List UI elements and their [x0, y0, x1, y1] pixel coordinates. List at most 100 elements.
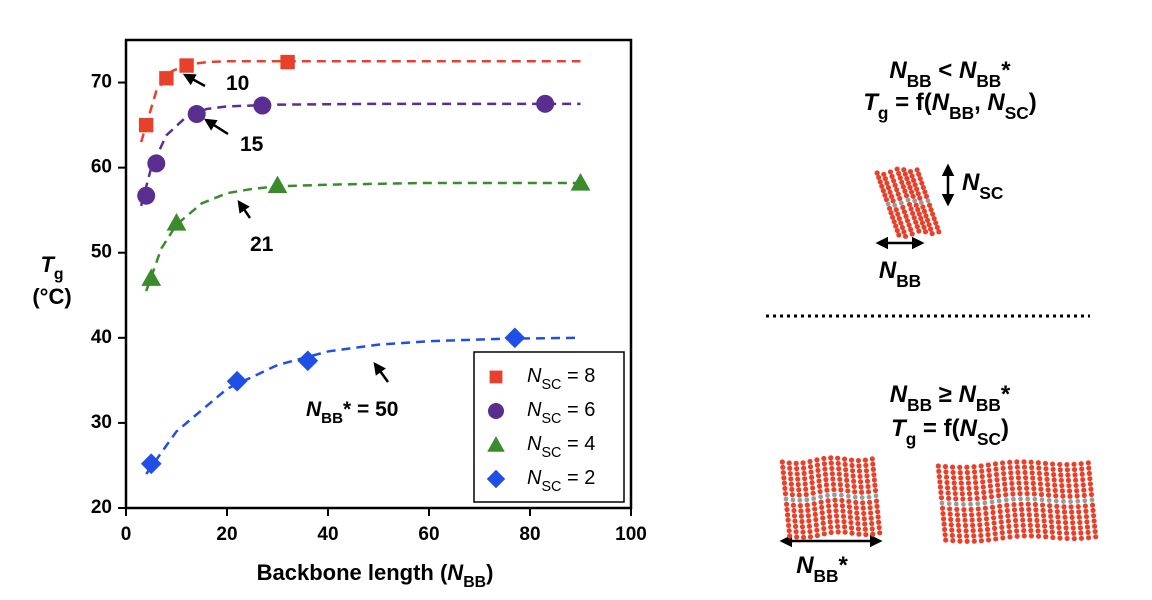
- x-axis-label: Backbone length (NBB): [257, 560, 494, 591]
- side-chain-bead: [1052, 482, 1058, 488]
- side-chain-bead: [818, 499, 824, 505]
- side-chain-bead: [912, 182, 918, 188]
- side-chain-bead: [835, 529, 841, 535]
- side-chain-bead: [904, 218, 911, 224]
- side-chain-bead: [860, 500, 866, 506]
- diagram-text: NBB < NBB*: [889, 57, 1011, 90]
- side-chain-bead: [980, 484, 986, 490]
- point: [297, 350, 319, 372]
- side-chain-bead: [783, 501, 790, 507]
- side-chain-bead: [1041, 518, 1047, 524]
- x-tick-label: 20: [216, 524, 237, 545]
- side-chain-bead: [883, 196, 890, 203]
- side-chain-bead: [830, 481, 837, 487]
- side-chain-bead: [839, 497, 845, 504]
- side-chain-bead: [931, 215, 937, 222]
- side-chain-bead: [1087, 481, 1094, 487]
- side-chain-bead: [928, 226, 934, 232]
- y-tick-label: 20: [91, 497, 112, 518]
- side-chain-bead: [1052, 487, 1058, 494]
- side-chain-bead: [879, 183, 885, 189]
- side-chain-bead: [1071, 530, 1077, 536]
- backbone-bead: [996, 498, 1002, 504]
- side-chain-bead: [1021, 533, 1027, 539]
- side-chain-bead: [1012, 512, 1018, 518]
- side-chain-bead: [1043, 534, 1049, 540]
- backbone-bead: [797, 497, 803, 503]
- side-chain-bead: [821, 531, 827, 537]
- side-chain-bead: [908, 189, 915, 195]
- side-chain-bead: [787, 465, 793, 471]
- side-chain-bead: [942, 464, 949, 470]
- point: [536, 94, 555, 113]
- point: [179, 58, 194, 73]
- side-chain-bead: [1050, 534, 1056, 541]
- side-chain-bead: [935, 463, 941, 469]
- side-chain-bead: [827, 519, 833, 525]
- side-chain-bead: [948, 516, 954, 523]
- side-chain-bead: [1055, 519, 1061, 525]
- side-chain-bead: [1045, 487, 1051, 493]
- side-chain-bead: [973, 485, 979, 491]
- side-chain-bead: [828, 455, 834, 461]
- backbone-bead: [918, 200, 924, 205]
- side-chain-bead: [1047, 508, 1053, 514]
- side-chain-bead: [792, 518, 798, 524]
- side-chain-bead: [828, 524, 834, 530]
- side-chain-bead: [825, 503, 832, 509]
- side-chain-bead: [813, 517, 819, 523]
- side-chain-bead: [809, 480, 815, 486]
- side-chain-bead: [1080, 482, 1086, 488]
- side-chain-bead: [1059, 488, 1065, 494]
- side-chain-bead: [1043, 471, 1050, 477]
- y-tick-label: 50: [91, 242, 112, 263]
- side-chain-bead: [795, 476, 801, 482]
- side-chain-bead: [907, 184, 913, 191]
- side-chain-bead: [828, 460, 834, 466]
- annotation-arrow: [203, 118, 229, 136]
- side-chain-bead: [1063, 525, 1069, 531]
- side-chain-bead: [849, 530, 855, 536]
- side-chain-bead: [1042, 528, 1048, 535]
- side-chain-bead: [814, 457, 820, 463]
- legend-label: NSC = 6: [527, 399, 595, 427]
- backbone-bead: [975, 501, 981, 507]
- side-chain-bead: [1044, 481, 1051, 488]
- side-chain-bead: [959, 485, 965, 492]
- side-chain-bead: [963, 528, 969, 534]
- side-chain-bead: [1048, 518, 1054, 525]
- side-chain-bead: [955, 522, 962, 528]
- side-chain-bead: [1007, 459, 1013, 465]
- side-chain-bead: [936, 229, 942, 235]
- side-chain-bead: [903, 213, 909, 219]
- side-chain-bead: [835, 460, 841, 467]
- side-chain-bead: [892, 182, 898, 188]
- side-chain-bead: [871, 472, 877, 478]
- side-chain-bead: [1065, 477, 1072, 484]
- side-chain-bead: [894, 166, 900, 172]
- side-chain-bead: [808, 474, 815, 480]
- side-chain-bead: [822, 471, 829, 477]
- side-chain-bead: [994, 482, 1001, 488]
- side-chain-bead: [1089, 502, 1096, 508]
- diagram-text: NBB: [879, 257, 921, 290]
- side-chain-bead: [1057, 467, 1063, 473]
- y-tick-label: 60: [91, 157, 112, 178]
- side-chain-bead: [856, 531, 862, 537]
- side-chain-bead: [798, 508, 804, 514]
- side-chain-bead: [870, 461, 876, 467]
- side-chain-bead: [1049, 524, 1055, 530]
- point: [166, 213, 187, 231]
- backbone-bead: [866, 494, 872, 500]
- side-chain-bead: [828, 529, 834, 536]
- side-chain-bead: [854, 515, 860, 521]
- side-chain-bead: [847, 514, 854, 520]
- side-chain-bead: [842, 461, 848, 468]
- side-chain-bead: [896, 170, 902, 177]
- side-chain-bead: [1080, 476, 1086, 483]
- side-chain-bead: [920, 204, 926, 210]
- legend-marker: [486, 469, 506, 489]
- side-chain-bead: [1065, 472, 1071, 478]
- side-chain-bead: [923, 193, 930, 199]
- side-chain-bead: [896, 232, 902, 238]
